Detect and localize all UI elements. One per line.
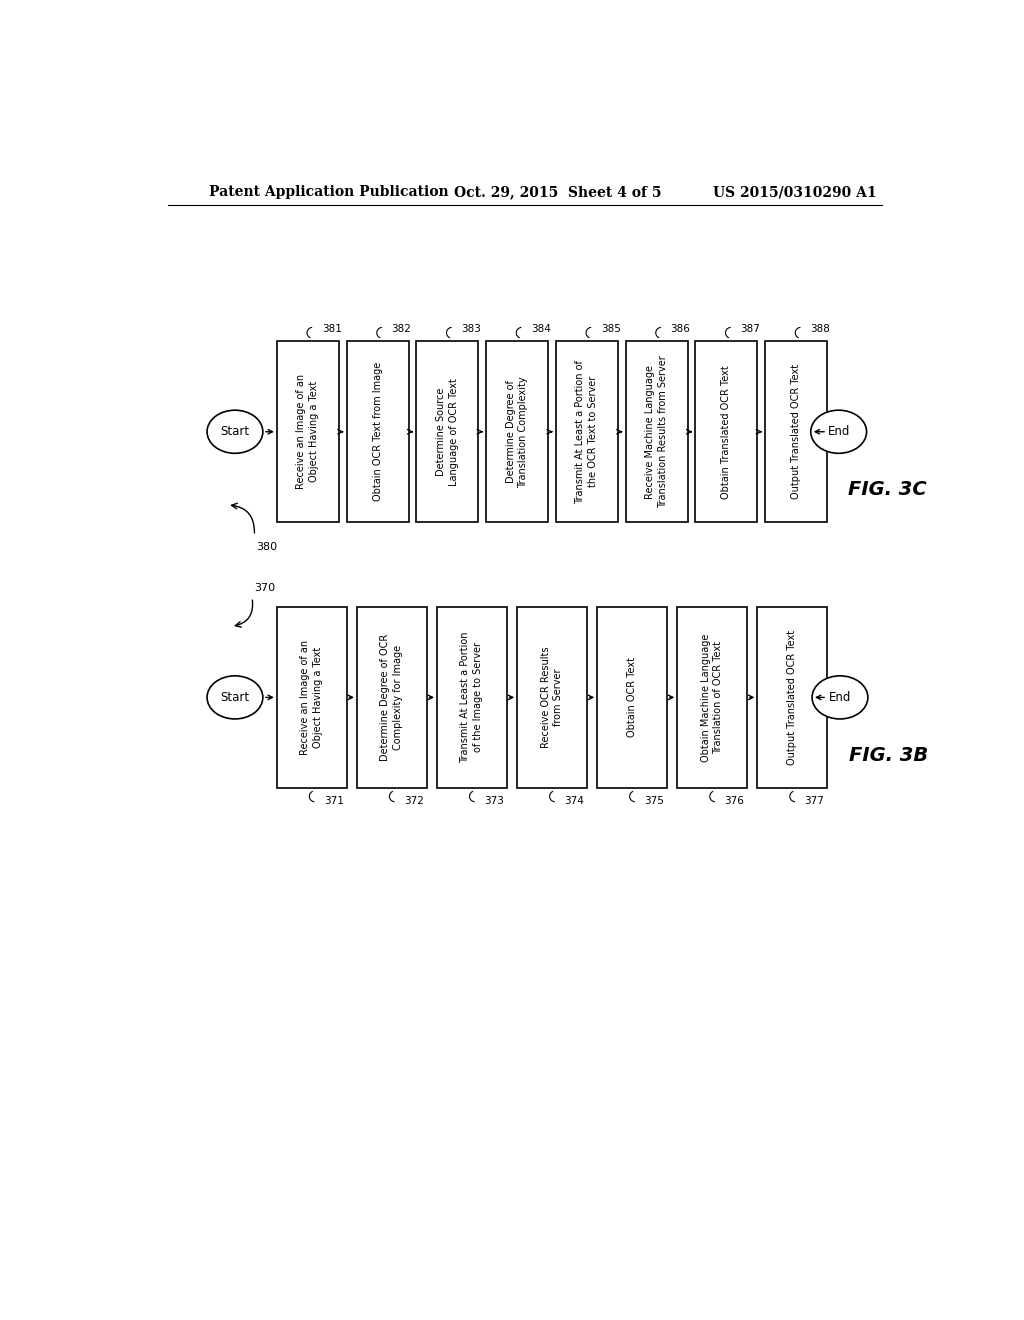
- Text: 385: 385: [601, 323, 621, 334]
- Text: Determine Degree of
Translation Complexity: Determine Degree of Translation Complexi…: [506, 376, 528, 487]
- Text: 384: 384: [531, 323, 551, 334]
- Text: 377: 377: [805, 796, 824, 805]
- Text: Start: Start: [220, 690, 250, 704]
- Bar: [765, 342, 827, 523]
- Bar: [695, 342, 758, 523]
- Text: Obtain Machine Language
Translation of OCR Text: Obtain Machine Language Translation of O…: [700, 634, 724, 762]
- Text: 386: 386: [671, 323, 690, 334]
- Ellipse shape: [207, 411, 263, 453]
- Text: Determine Degree of OCR
Complexity for Image: Determine Degree of OCR Complexity for I…: [380, 634, 403, 762]
- Text: 375: 375: [644, 796, 665, 805]
- Text: 388: 388: [810, 323, 829, 334]
- Text: Receive an Image of an
Object Having a Text: Receive an Image of an Object Having a T…: [296, 374, 319, 490]
- Text: 382: 382: [391, 323, 412, 334]
- Bar: [556, 342, 617, 523]
- Ellipse shape: [812, 676, 868, 719]
- Bar: [276, 607, 346, 788]
- Bar: [626, 342, 687, 523]
- Text: FIG. 3C: FIG. 3C: [848, 480, 927, 499]
- Text: Receive Machine Language
Translation Results from Server: Receive Machine Language Translation Res…: [645, 355, 668, 508]
- Bar: [758, 607, 827, 788]
- Bar: [597, 607, 667, 788]
- Text: FIG. 3B: FIG. 3B: [849, 746, 929, 764]
- Text: Determine Source
Language of OCR Text: Determine Source Language of OCR Text: [436, 378, 459, 486]
- Bar: [357, 607, 427, 788]
- Text: US 2015/0310290 A1: US 2015/0310290 A1: [713, 185, 877, 199]
- Text: Obtain OCR Text: Obtain OCR Text: [627, 657, 637, 738]
- Text: Start: Start: [220, 425, 250, 438]
- Text: 383: 383: [461, 323, 481, 334]
- Bar: [437, 607, 507, 788]
- Text: End: End: [827, 425, 850, 438]
- Bar: [417, 342, 478, 523]
- Bar: [346, 342, 409, 523]
- Text: 373: 373: [484, 796, 504, 805]
- Text: 381: 381: [322, 323, 342, 334]
- Text: 370: 370: [254, 583, 275, 593]
- Text: 376: 376: [725, 796, 744, 805]
- Text: Output Translated OCR Text: Output Translated OCR Text: [787, 630, 797, 766]
- Text: Receive OCR Results
from Server: Receive OCR Results from Server: [541, 647, 563, 748]
- Text: Transmit At Least a Portion
of the Image to Server: Transmit At Least a Portion of the Image…: [461, 632, 483, 763]
- Bar: [677, 607, 746, 788]
- Text: Obtain Translated OCR Text: Obtain Translated OCR Text: [721, 364, 731, 499]
- Ellipse shape: [207, 676, 263, 719]
- Text: 387: 387: [740, 323, 760, 334]
- Text: Transmit At Least a Portion of
the OCR Text to Server: Transmit At Least a Portion of the OCR T…: [575, 360, 598, 504]
- Text: Oct. 29, 2015  Sheet 4 of 5: Oct. 29, 2015 Sheet 4 of 5: [454, 185, 662, 199]
- Ellipse shape: [811, 411, 866, 453]
- Text: 374: 374: [564, 796, 585, 805]
- Bar: [517, 607, 587, 788]
- Bar: [486, 342, 548, 523]
- Text: Receive an Image of an
Object Having a Text: Receive an Image of an Object Having a T…: [300, 640, 324, 755]
- Text: Obtain OCR Text from Image: Obtain OCR Text from Image: [373, 362, 383, 502]
- Text: 372: 372: [404, 796, 424, 805]
- Text: End: End: [828, 690, 851, 704]
- Bar: [276, 342, 339, 523]
- Text: Patent Application Publication: Patent Application Publication: [209, 185, 449, 199]
- Text: 380: 380: [257, 543, 278, 552]
- Text: Output Translated OCR Text: Output Translated OCR Text: [792, 364, 801, 499]
- Text: 371: 371: [324, 796, 344, 805]
